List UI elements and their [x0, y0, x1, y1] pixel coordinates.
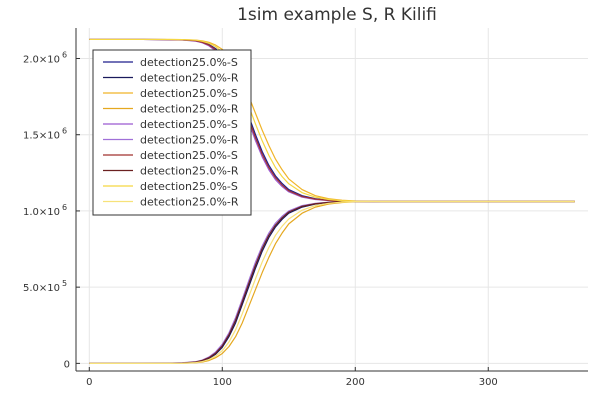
x-tick-label: 200	[346, 377, 365, 388]
legend: detection25.0%-S detection25.0%-R detectio…	[92, 49, 252, 216]
y-tick-label: 0	[64, 359, 70, 370]
series-layer	[89, 38, 575, 364]
y-tick-label: 2.0×10	[23, 54, 60, 65]
chart-title: 1sim example S, R Kilifi	[237, 5, 437, 25]
legend-label: detection25.0%-R	[140, 72, 239, 85]
y-tick-label: 1.5×10	[23, 131, 60, 142]
y-tick-exponent: 6	[62, 127, 67, 136]
x-tick-label: 0	[86, 377, 92, 388]
y-tick-label: 1.0×10	[23, 207, 60, 218]
legend-label: detection25.0%-S	[140, 56, 238, 69]
legend-label: detection25.0%-S	[140, 118, 238, 131]
series-line-10	[89, 200, 575, 364]
legend-label: detection25.0%-R	[140, 103, 239, 116]
y-tick-exponent: 6	[62, 50, 67, 59]
series-line-9	[89, 38, 575, 203]
x-tick-label: 300	[479, 377, 498, 388]
x-tick-label: 100	[213, 377, 232, 388]
legend-label: detection25.0%-S	[140, 180, 238, 193]
y-tick-label: 5.0×10	[23, 283, 60, 294]
legend-label: detection25.0%-R	[140, 134, 239, 147]
legend-label: detection25.0%-S	[140, 87, 238, 100]
legend-label: detection25.0%-R	[140, 196, 239, 209]
legend-label: detection25.0%-S	[140, 149, 238, 162]
y-tick-exponent: 5	[62, 279, 67, 288]
y-tick-exponent: 6	[62, 203, 67, 212]
legend-label: detection25.0%-R	[140, 165, 239, 178]
